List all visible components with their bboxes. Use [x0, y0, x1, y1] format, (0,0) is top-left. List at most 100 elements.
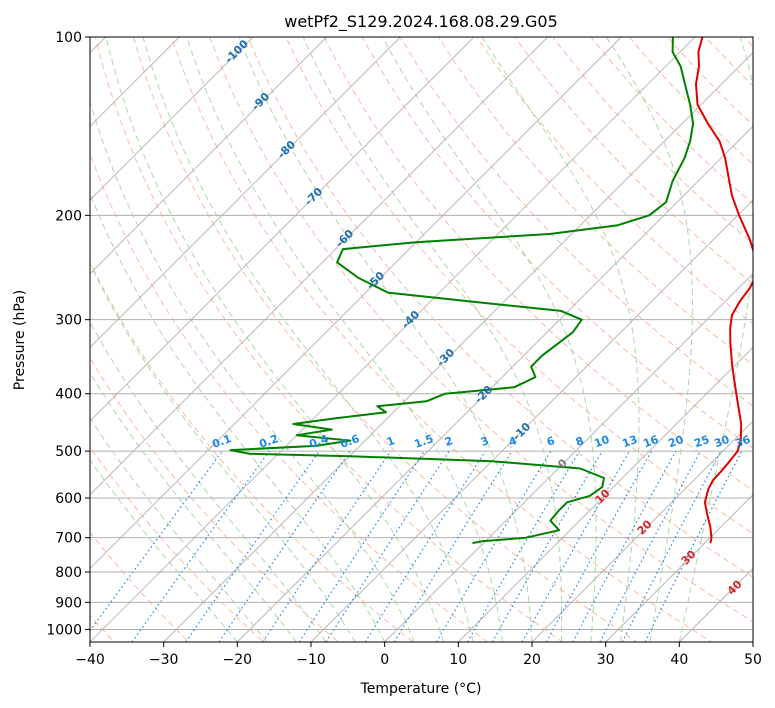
- dry-adiabat-line: [476, 37, 753, 325]
- isotherm-line: [458, 346, 753, 642]
- y-tick-label: 400: [55, 387, 82, 403]
- dry-adiabat-line: [132, 37, 638, 642]
- mixing-ratio-line: [262, 450, 392, 642]
- dry-adiabat-line: [755, 10, 775, 654]
- y-tick-label: 300: [55, 313, 82, 329]
- moist-adiabat-line: [90, 192, 386, 642]
- moist-adiabat-line: [90, 262, 356, 642]
- dry-adiabat-line: [170, 37, 713, 642]
- mixing-ratio-label: 2: [443, 434, 455, 449]
- dewpoint-line: [229, 37, 695, 545]
- mixing-ratio-line: [644, 450, 743, 642]
- moist-adiabat-line: [238, 37, 533, 642]
- dry-adiabat-line: [90, 531, 190, 642]
- isotherm-line: [90, 37, 696, 642]
- moist-adiabat-line: [90, 459, 238, 642]
- mixing-ratio-label: 1: [385, 434, 397, 449]
- dry-adiabat-line: [399, 37, 753, 407]
- moist-adiabat-line: [678, 37, 753, 642]
- isotherm-label: -100: [222, 37, 251, 66]
- y-tick-label: 800: [55, 565, 82, 581]
- isotherm-line: [90, 37, 475, 422]
- isotherm-line: [237, 125, 753, 642]
- isotherm-label: -20: [472, 383, 495, 406]
- x-tick-label: 10: [449, 652, 467, 668]
- mixing-ratio-line: [599, 450, 702, 642]
- moist-adiabat-line: [105, 37, 445, 642]
- mixing-ratio-label: 13: [620, 433, 639, 450]
- mixing-ratio-label: 4: [507, 434, 519, 449]
- isotherm-line: [679, 567, 753, 642]
- dry-adiabat-line: [514, 37, 753, 285]
- y-tick-label: 700: [55, 531, 82, 547]
- isotherm-line: [163, 52, 753, 642]
- x-tick-label: 40: [670, 652, 688, 668]
- mixing-ratio-label: 36: [733, 433, 752, 451]
- moist-adiabat-line: [302, 37, 563, 642]
- moist-adiabat-line: [90, 371, 297, 642]
- isotherm-line: [90, 37, 548, 496]
- isotherm-line: [531, 420, 753, 642]
- isotherm-line: [752, 641, 753, 642]
- plot-frame: [89, 36, 754, 643]
- x-tick-label: 20: [523, 652, 541, 668]
- isotherm-line: [310, 199, 753, 642]
- mixing-ratio-line: [298, 450, 425, 642]
- mixing-ratio-line: [90, 450, 223, 632]
- mixing-ratio-line: [185, 450, 320, 642]
- isotherm-label: -60: [333, 227, 356, 250]
- mixing-ratio-line: [466, 450, 580, 642]
- isotherm-line: [90, 37, 327, 275]
- temperature-line: [695, 37, 753, 544]
- dry-adiabat-line: [285, 37, 753, 535]
- dry-adiabat-line: [90, 356, 339, 642]
- dry-adiabat-line: [209, 37, 753, 623]
- isotherm-line: [90, 37, 401, 348]
- x-axis-label: Temperature (°C): [360, 681, 482, 697]
- series-lines: [229, 37, 753, 545]
- moist-adiabat-line: [606, 37, 693, 642]
- mixing-ratio-line: [218, 450, 351, 642]
- isotherm-label: -90: [249, 90, 272, 113]
- x-tick-label: −40: [75, 652, 105, 668]
- x-tick-label: 0: [380, 652, 389, 668]
- dry-adiabat-line: [90, 260, 414, 642]
- mixing-ratio-line: [131, 450, 270, 642]
- moist-adiabat-line: [90, 321, 327, 642]
- moist-adiabat-line: [481, 37, 640, 642]
- mixing-ratio-label: 0.2: [257, 432, 280, 451]
- dry-adiabat-line: [742, 37, 753, 48]
- mixing-ratio-label: 6: [545, 434, 557, 449]
- isotherm-line: [605, 494, 753, 642]
- isotherm-line: [90, 37, 254, 201]
- isotherm-label: -70: [302, 185, 325, 208]
- mixing-ratio-label: 16: [641, 433, 660, 451]
- isotherm-label: -50: [364, 269, 387, 292]
- dry-adiabat-line: [323, 37, 753, 491]
- mixing-ratio-line: [435, 450, 552, 642]
- mixing-ratio-label: 0.1: [210, 432, 233, 451]
- moist-adiabat-line: [142, 37, 474, 642]
- dry-adiabat-line: [94, 37, 564, 642]
- isotherm-label: 30: [679, 547, 699, 567]
- dry-adiabat-line: [90, 152, 489, 642]
- mixing-ratio-line: [572, 450, 677, 642]
- mixing-ratio-label: 8: [574, 434, 586, 449]
- dry-adiabat-line: [437, 37, 753, 366]
- mixing-ratio-label: 25: [692, 433, 711, 450]
- moist-adiabat-line: [90, 99, 415, 642]
- x-tick-label: 50: [744, 652, 762, 668]
- y-tick-label: 500: [55, 444, 82, 460]
- isotherm-label: -80: [275, 138, 298, 161]
- mixing-ratio-label: 10: [592, 433, 611, 451]
- axes: −40 −30 −20 −10 0 10 20 30 40 50 1000 900 800 700 600 5…: [46, 30, 762, 668]
- isotherm-label: 20: [635, 517, 655, 537]
- y-tick-label: 200: [55, 208, 82, 224]
- x-tick-label: −30: [149, 652, 179, 668]
- dry-adiabat-line: [247, 37, 753, 578]
- y-tick-label: 100: [55, 30, 82, 46]
- mixing-ratio-label: 0.6: [338, 432, 361, 451]
- mixing-ratio-label: 1.5: [412, 432, 435, 451]
- mixing-ratio-line: [325, 450, 450, 642]
